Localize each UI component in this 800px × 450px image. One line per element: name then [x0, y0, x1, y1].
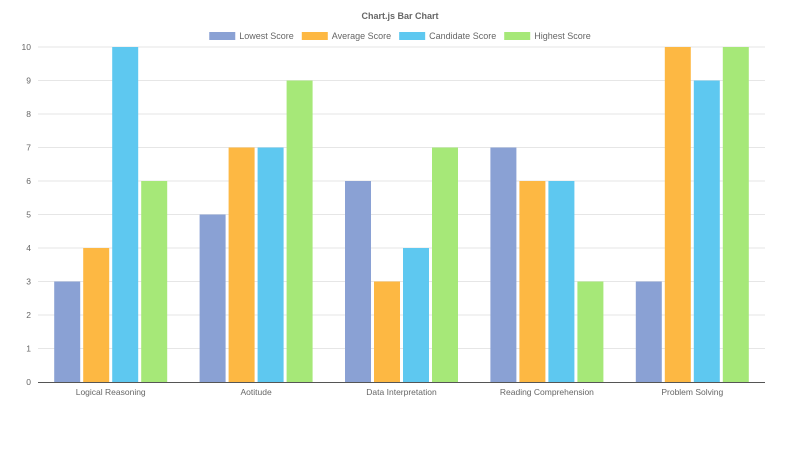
y-tick-label: 4 [26, 243, 31, 253]
x-tick-label: Reading Comprehension [500, 387, 594, 397]
y-tick-label: 3 [26, 277, 31, 287]
bar-highest-score[interactable] [432, 147, 458, 383]
legend-swatch [504, 32, 531, 40]
y-tick-label: 7 [26, 143, 31, 153]
y-tick-label: 6 [26, 176, 31, 186]
y-axis-ticks: 0 1 2 3 4 5 6 7 8 9 10 [22, 42, 32, 387]
bar-average-score[interactable] [374, 281, 400, 383]
bar-average-score[interactable] [83, 248, 110, 382]
legend-label: Candidate Score [429, 31, 496, 41]
bar-candidate-score[interactable] [257, 147, 284, 383]
bar-lowest-score[interactable] [345, 181, 371, 382]
bar-candidate-score[interactable] [693, 80, 720, 383]
bar-highest-score[interactable] [577, 281, 604, 383]
legend-swatch [209, 32, 236, 40]
legend-label: Lowest Score [239, 31, 294, 41]
x-tick-label: Logical Reasoning [76, 387, 146, 397]
x-tick-label: Data Interpretation [366, 387, 437, 397]
x-tick-label: Aotitude [240, 387, 271, 397]
chart-title: Chart.js Bar Chart [361, 11, 438, 21]
y-tick-label: 9 [26, 76, 31, 86]
x-tick-label: Problem Solving [661, 387, 723, 397]
bar-average-score[interactable] [228, 147, 255, 383]
y-tick-label: 8 [26, 109, 31, 119]
bar-lowest-score[interactable] [490, 147, 517, 383]
bar-candidate-score[interactable] [112, 47, 139, 382]
y-tick-label: 2 [26, 310, 31, 320]
legend-swatch [399, 32, 426, 40]
x-axis-ticks: Logical Reasoning Aotitude Data Interpreta… [76, 387, 724, 397]
chart-legend: Lowest Score Average Score Candidate Score… [209, 31, 591, 41]
legend-item[interactable]: Highest Score [504, 31, 591, 41]
legend-item[interactable]: Lowest Score [209, 31, 294, 41]
y-tick-label: 1 [26, 344, 31, 354]
bar-series [54, 47, 749, 382]
legend-label: Highest Score [534, 31, 591, 41]
legend-item[interactable]: Candidate Score [399, 31, 496, 41]
bar-average-score[interactable] [664, 47, 691, 382]
legend-label: Average Score [332, 31, 391, 41]
legend-swatch [301, 32, 328, 40]
bar-lowest-score[interactable] [199, 214, 226, 383]
y-tick-label: 0 [26, 377, 31, 387]
bar-average-score[interactable] [519, 181, 546, 382]
bar-highest-score[interactable] [286, 80, 313, 383]
bar-candidate-score[interactable] [548, 181, 575, 382]
bar-highest-score[interactable] [141, 181, 168, 382]
bar-candidate-score[interactable] [403, 248, 429, 382]
bar-highest-score[interactable] [722, 47, 749, 382]
bar-lowest-score[interactable] [635, 281, 662, 383]
y-tick-label: 5 [26, 210, 31, 220]
bar-lowest-score[interactable] [54, 281, 81, 383]
legend-item[interactable]: Average Score [301, 31, 391, 41]
y-tick-label: 10 [22, 42, 32, 52]
